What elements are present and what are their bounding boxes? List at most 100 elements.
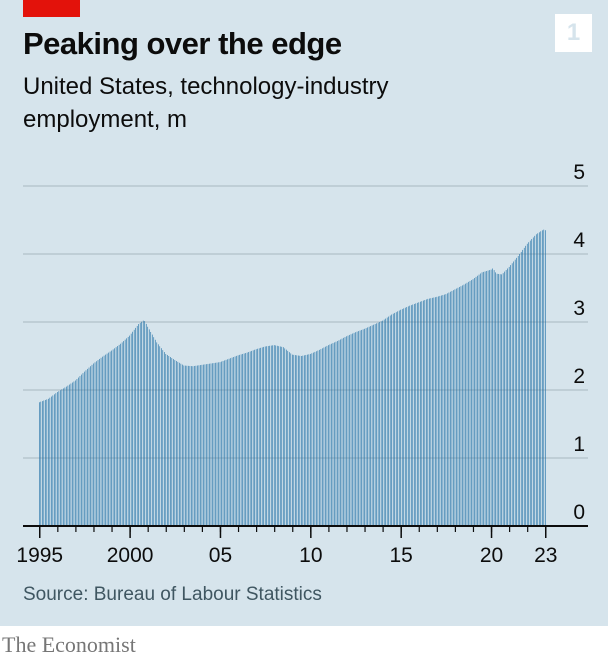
area-bar [442,295,444,526]
area-bar [487,270,489,526]
area-bar [281,346,283,526]
area-bar [200,365,201,526]
area-bar [231,357,233,526]
area-bar [532,237,534,526]
area-bar [484,271,486,526]
area-bar [88,367,90,526]
chart-subtitle: United States, technology-industry emplo… [23,73,389,133]
area-bar [52,395,54,526]
area-bar [371,325,373,526]
area-bar [343,337,344,526]
area-bar [429,298,430,526]
area-bar [46,399,48,526]
area-bar [447,293,448,526]
area-bar [263,346,264,526]
area-bar [472,279,474,526]
area-bar [222,360,224,526]
area-bar [517,256,519,526]
x-tick-label: 23 [534,544,557,567]
area-bar [504,271,505,526]
area-bar [167,354,168,526]
area-bar [213,363,215,526]
area-bar [501,274,502,526]
area-bar [450,291,451,526]
area-bar [438,296,439,526]
area-bar [508,266,510,526]
area-bar [272,345,274,526]
area-bar [302,355,304,526]
area-bar [67,385,69,526]
area-bar [475,276,477,526]
area-bar [322,348,323,526]
area-bar [293,354,295,526]
area-bar [174,360,176,526]
area-bar [154,339,156,526]
area-bar [349,334,350,526]
area-bar [79,376,81,526]
area-bar [228,358,230,526]
area-bar [102,356,103,526]
area-bar [270,345,272,526]
area-bar [502,273,504,526]
area-bar [285,349,287,526]
area-bar [519,254,521,526]
area-bar [453,290,454,526]
area-bar [421,301,423,526]
area-bar [40,401,42,526]
area-bar [117,346,118,526]
area-bar [406,307,408,526]
area-bar [432,297,433,526]
area-bar [410,305,412,526]
y-tick-label: 3 [573,297,585,320]
chart-title: Peaking over the edge [23,26,342,61]
figure-number-badge: 1 [555,14,592,52]
area-bar [340,339,341,526]
area-bar [132,331,133,526]
area-bar [365,328,367,526]
area-bar [510,265,511,526]
area-bar [72,382,73,526]
area-bar [311,353,313,526]
area-bar [332,343,334,526]
area-bar [284,348,286,526]
area-bar [401,309,403,526]
area-bar [257,348,258,526]
axes [23,525,588,538]
y-tick-label: 1 [573,433,585,456]
area-bar [314,351,316,526]
area-series [39,229,546,527]
area-bar [123,341,124,526]
area-bar [130,333,132,526]
area-bar [236,355,237,526]
area-bar [170,357,171,526]
area-bar [255,349,257,526]
publisher-brand: The Economist [2,632,136,657]
area-bar [516,257,517,526]
area-bar [331,343,332,526]
area-bar [267,346,269,526]
area-bar [377,322,379,526]
area-bar [529,240,531,527]
area-bar [416,302,418,526]
area-bar [210,363,212,526]
area-bar [391,314,392,526]
area-bar [105,354,106,526]
area-bar [513,261,514,526]
area-bar [290,353,292,526]
area-bar [58,391,60,526]
area-bar [156,342,158,526]
area-bar [370,326,371,526]
area-bar [185,365,186,526]
area-bar [218,362,219,526]
area-bar [287,350,289,526]
area-bar [112,349,114,526]
area-bar [392,313,394,526]
area-bar [78,377,79,526]
area-bar [514,259,516,526]
area-bar [114,348,115,526]
area-bar [278,346,280,526]
area-bar [451,290,453,526]
area-bar [66,386,67,526]
area-bar [157,344,159,526]
